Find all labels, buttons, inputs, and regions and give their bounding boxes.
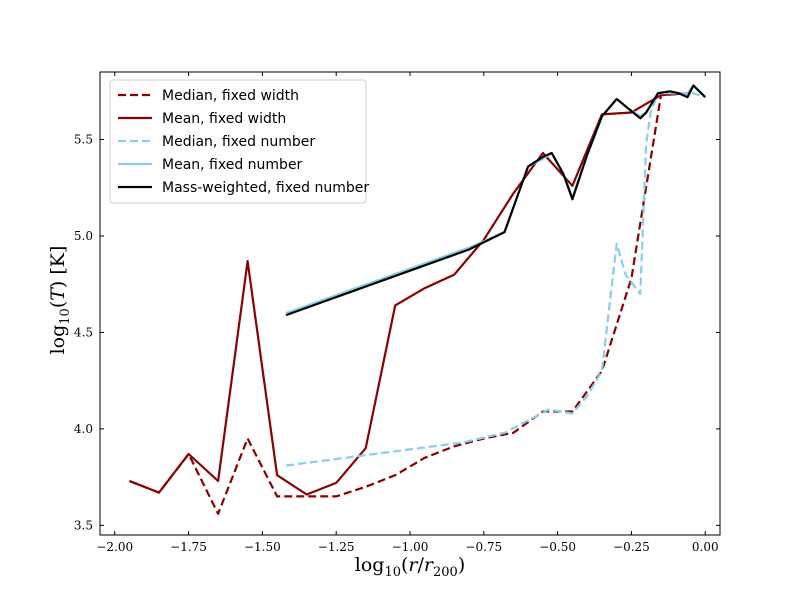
legend: Median, fixed width Mean, fixed width Medi… [109,79,369,204]
x-tick-label: 0.00 [692,540,719,554]
legend-label-2: Median, fixed number [162,134,315,150]
ticks-layer: −2.00 −1.75 −1.50 −1.25 −1.00 −0.75 −0.50 −0.25… [74,72,720,554]
y-tick-label: 5.5 [74,133,93,147]
series-layer [129,84,706,515]
x-axis-label: log10(r/r200) [355,554,466,580]
legend-label-3: Mean, fixed number [162,157,303,173]
legend-label-4: Mass-weighted, fixed number [162,180,369,196]
legend-box [109,79,367,204]
x-tick-label: −1.50 [244,540,281,554]
legend-label-0: Median, fixed width [162,88,299,104]
y-tick-label: 5.0 [74,229,93,243]
legend-label-1: Mean, fixed width [162,111,286,127]
y-tick-label: 3.5 [74,518,93,532]
x-tick-label: −1.25 [318,540,355,554]
y-axis-label: log10(T) [K] [47,246,73,355]
series-line-4 [285,84,706,317]
y-tick-label: 4.5 [74,325,93,339]
x-tick-label: −0.25 [613,540,650,554]
x-tick-label: −0.75 [465,540,502,554]
y-tick-label: 4.0 [74,422,93,436]
x-tick-label: −0.50 [539,540,576,554]
x-tick-label: −1.75 [170,540,207,554]
x-tick-label: −1.00 [392,540,429,554]
x-tick-label: −2.00 [96,540,133,554]
